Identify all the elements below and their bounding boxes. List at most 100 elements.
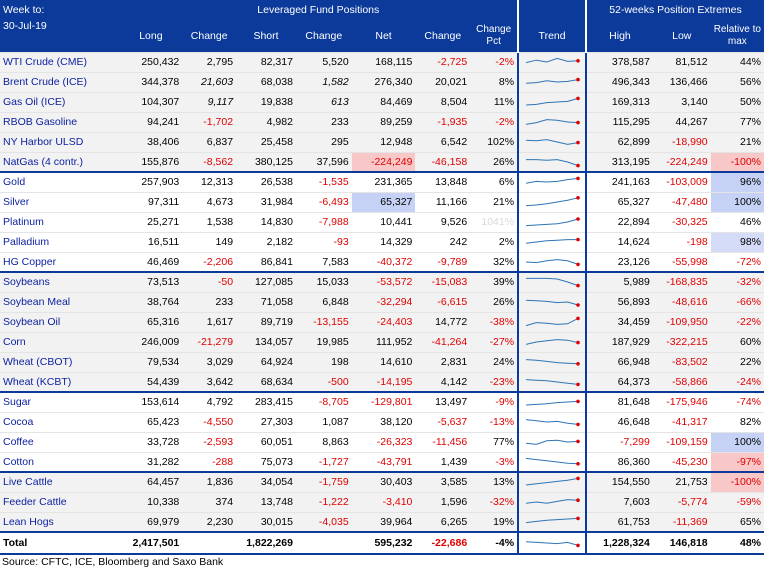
cell-short: 2,182 (236, 231, 296, 252)
cell-chg-net: -9,789 (415, 251, 471, 272)
trend-sparkline (526, 419, 580, 427)
table-row: Soybean Oil 65,316 1,617 89,719 -13,155 -24,4… (0, 311, 764, 332)
table-row: NatGas (4 contr.) 155,876 -8,562 380,125 37,… (0, 151, 764, 172)
cell-short: 75,073 (236, 451, 296, 472)
total-low: 146,818 (652, 531, 711, 555)
table-row: Silver 97,311 4,673 31,984 -6,493 65,327 11,16… (0, 191, 764, 212)
cell-long: 46,469 (119, 251, 183, 272)
cell-chg-short: 6,848 (295, 291, 352, 312)
table-row: Lean Hogs 69,979 2,230 30,015 -4,035 39,964 6,… (0, 511, 764, 532)
cell-low: -30,325 (652, 211, 711, 232)
cell-long: 25,271 (119, 211, 183, 232)
trend-last-point (576, 176, 580, 181)
cell-low: -224,249 (652, 151, 711, 172)
cell-net: 65,327 (351, 191, 416, 212)
cell-high: -7,299 (585, 431, 653, 452)
total-short: 1,822,269 (236, 531, 296, 555)
cell-short: 19,838 (236, 91, 296, 112)
market-name: Silver (0, 191, 120, 212)
cell-chg-net: -11,456 (415, 431, 471, 452)
cell-chg-short: 233 (295, 111, 352, 132)
cell-relative: 22% (710, 351, 764, 372)
total-long: 2,417,501 (119, 531, 183, 555)
cell-relative: 96% (710, 171, 764, 192)
trend-line (526, 378, 579, 385)
trend-sparkline (525, 176, 580, 184)
cell-relative: 98% (710, 231, 764, 252)
cell-short: 25,458 (236, 131, 296, 152)
cell-chg-short: 198 (295, 351, 352, 372)
cell-chg-long: 1,617 (182, 311, 237, 332)
trend-sparkline (526, 359, 580, 366)
cell-short: 86,841 (236, 251, 296, 272)
cell-trend (517, 271, 587, 292)
trend-last-point (576, 476, 580, 481)
trend-line (526, 197, 579, 207)
cell-trend (517, 491, 587, 512)
cell-net: 39,964 (351, 511, 416, 532)
cell-net: -129,801 (351, 391, 416, 412)
trend-line (526, 218, 579, 227)
cell-trend (517, 171, 587, 192)
cell-net: 30,403 (351, 471, 416, 492)
market-name: Corn (0, 331, 120, 352)
trend-header-top (517, 0, 587, 20)
cell-long: 38,406 (119, 131, 183, 152)
cell-long: 16,511 (119, 231, 183, 252)
cell-chg-long: -4,550 (182, 411, 237, 432)
cell-long: 97,311 (119, 191, 183, 212)
trend-line (526, 517, 579, 523)
cell-relative: -24% (710, 371, 764, 392)
trend-sparkline (526, 77, 580, 84)
total-trend-sparkline (526, 541, 580, 548)
cell-chg-long: -50 (182, 271, 237, 292)
cell-low: -47,480 (652, 191, 711, 212)
cell-pct: 21% (470, 191, 519, 212)
trend-last-point (576, 196, 580, 200)
cell-relative: -22% (710, 311, 764, 332)
cell-low: -11,369 (652, 511, 711, 532)
cell-chg-short: 295 (295, 131, 352, 152)
trend-last-point (576, 140, 580, 145)
cell-low: -322,215 (652, 331, 711, 352)
cell-trend (517, 111, 587, 132)
col-trend: Trend (517, 20, 587, 52)
cell-pct: -38% (470, 311, 519, 332)
trend-line (525, 339, 579, 345)
cell-relative: -74% (710, 391, 764, 412)
table-row: Gas Oil (ICE) 104,307 9,117 19,838 613 84,469… (0, 91, 764, 112)
cell-low: -18,990 (652, 131, 711, 152)
positions-table: Week to: Leveraged Fund Positions 52-wee… (0, 0, 764, 555)
col-change-net: Change (415, 20, 471, 52)
market-name: Sugar (0, 391, 120, 412)
col-high: High (585, 20, 653, 52)
cell-pct: -2% (470, 51, 519, 72)
cell-long: 153,614 (119, 391, 183, 412)
cell-high: 56,893 (585, 291, 653, 312)
cell-short: 30,015 (236, 511, 296, 532)
cell-low: -198 (652, 231, 711, 252)
cell-chg-net: 1,596 (415, 491, 471, 512)
cell-high: 81,648 (585, 391, 653, 412)
trend-line (526, 158, 579, 166)
trend-last-point (576, 543, 580, 548)
cell-low: -109,950 (652, 311, 711, 332)
cell-chg-long: -2,206 (182, 251, 237, 272)
cell-chg-short: 613 (295, 91, 352, 112)
cell-chg-net: -1,935 (415, 111, 471, 132)
cell-relative: 44% (710, 51, 764, 72)
cell-chg-net: 2,831 (415, 351, 471, 372)
cell-chg-net: 14,772 (415, 311, 471, 332)
cell-net: 38,120 (351, 411, 416, 432)
market-name: Soybean Oil (0, 311, 120, 332)
cell-pct: -3% (470, 451, 519, 472)
header-row-2: 30-Jul-19 Long Change Short Change Net C… (0, 20, 764, 52)
trend-sparkline (526, 139, 580, 145)
cell-net: -3,410 (351, 491, 416, 512)
cell-relative: 100% (710, 431, 764, 452)
cell-high: 5,989 (585, 271, 653, 292)
cell-long: 65,316 (119, 311, 183, 332)
cell-chg-long: 2,230 (182, 511, 237, 532)
cell-long: 10,338 (119, 491, 183, 512)
cell-chg-short: 37,596 (295, 151, 352, 172)
